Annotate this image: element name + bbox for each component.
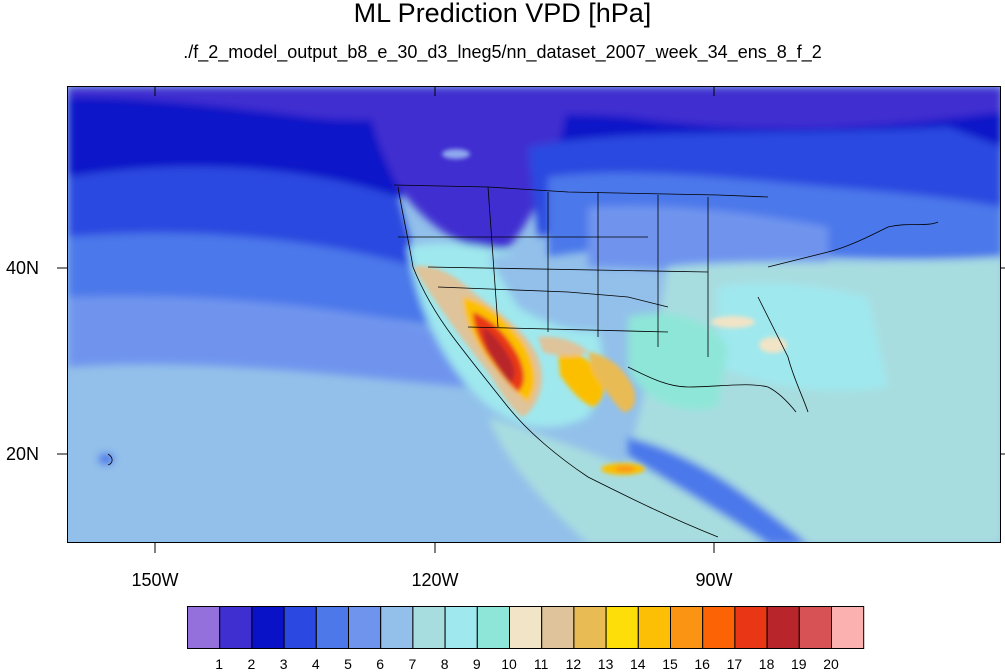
colorbar-tick-label: 13	[597, 656, 614, 672]
colorbar-swatch	[831, 606, 865, 649]
colorbar-swatch	[476, 606, 510, 649]
colorbar-swatch	[219, 606, 253, 649]
colorbar-swatch	[766, 606, 800, 649]
colorbar-swatch	[541, 606, 575, 649]
colorbar-swatch	[734, 606, 768, 649]
colorbar-tick-label: 12	[565, 656, 582, 672]
lat-label-40n: 40N	[6, 258, 40, 278]
colorbar-swatch	[412, 606, 446, 649]
colorbar-swatch	[283, 606, 317, 649]
colorbar-tick-label: 17	[726, 656, 743, 672]
colorbar-tick-label: 8	[440, 656, 449, 672]
colorbar-tick-label: 6	[376, 656, 385, 672]
colorbar-swatch	[509, 606, 543, 649]
lon-label-120w: 120W	[411, 570, 459, 590]
lat-label-20n: 20N	[6, 444, 40, 464]
colorbar-swatch	[637, 606, 671, 649]
colorbar-tick-label: 11	[533, 656, 549, 672]
colorbar-swatch	[380, 606, 414, 649]
colorbar-swatch	[348, 606, 382, 649]
colorbar-tick-label: 19	[791, 656, 807, 672]
colorbar-swatch	[251, 606, 285, 649]
colorbar-tick-label: 9	[472, 656, 481, 672]
colorbar-tick-label: 18	[758, 656, 775, 672]
map-title: ML Prediction VPD [hPa]	[353, 0, 652, 28]
colorbar-tick-label: 15	[662, 656, 678, 672]
lon-label-150w: 150W	[131, 570, 179, 590]
colorbar-swatch	[187, 606, 221, 649]
colorbar-swatch	[670, 606, 704, 649]
colorbar-tick-label: 14	[630, 656, 646, 672]
colorbar-tick-label: 10	[501, 656, 517, 672]
colorbar	[187, 606, 865, 649]
colorbar-tick-label: 4	[311, 656, 320, 672]
colorbar-swatch	[573, 606, 607, 649]
vpd-contour-field	[68, 87, 1000, 542]
map-subtitle: ./f_2_model_output_b8_e_30_d3_lneg5/nn_d…	[183, 42, 822, 62]
colorbar-swatch	[702, 606, 736, 649]
colorbar-tick-label: 1	[215, 656, 224, 672]
colorbar-swatch	[798, 606, 832, 649]
colorbar-tick-label: 20	[823, 656, 839, 672]
lon-label-90w: 90W	[695, 570, 733, 590]
colorbar-tick-label: 16	[694, 656, 710, 672]
colorbar-tick-label: 7	[408, 656, 417, 672]
colorbar-swatch	[315, 606, 350, 649]
colorbar-swatch	[605, 606, 639, 649]
colorbar-tick-label: 2	[247, 656, 256, 672]
colorbar-swatch	[444, 606, 478, 649]
vpd-map	[67, 86, 1001, 543]
colorbar-tick-label: 3	[279, 656, 288, 672]
colorbar-tick-label: 5	[344, 656, 352, 672]
